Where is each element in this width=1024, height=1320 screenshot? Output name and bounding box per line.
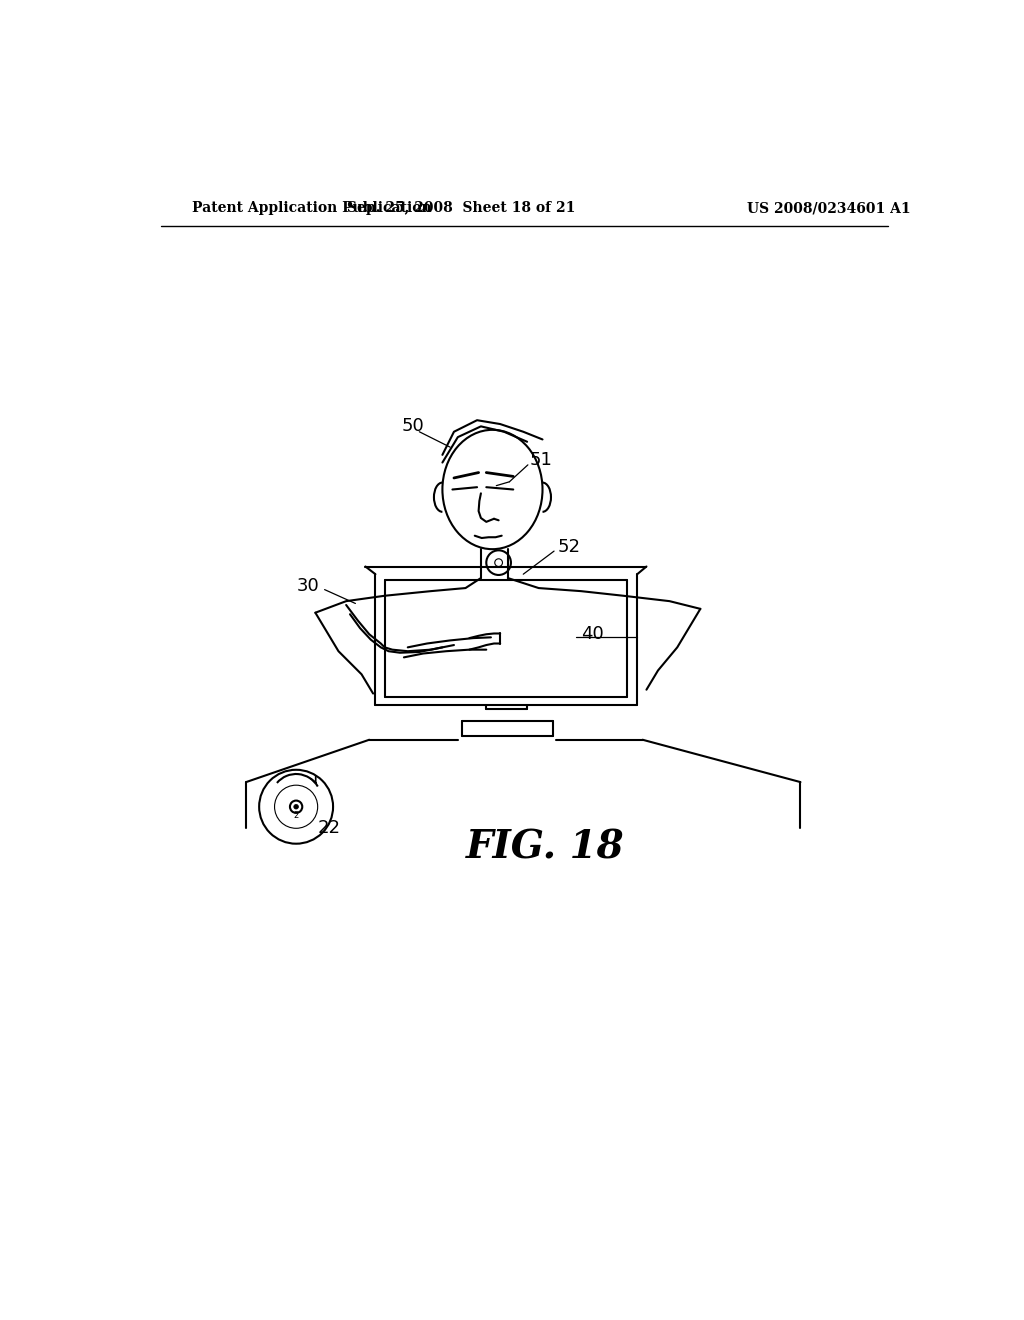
Text: 2: 2 [294,812,299,821]
Text: 30: 30 [297,577,319,595]
Text: 52: 52 [558,539,581,556]
Text: 22: 22 [317,820,341,837]
Text: 50: 50 [401,417,424,436]
Text: US 2008/0234601 A1: US 2008/0234601 A1 [746,202,910,215]
Text: FIG. 18: FIG. 18 [466,829,625,866]
Text: 51: 51 [529,451,552,469]
Text: Sep. 25, 2008  Sheet 18 of 21: Sep. 25, 2008 Sheet 18 of 21 [347,202,575,215]
Circle shape [294,804,298,809]
Text: 40: 40 [581,626,604,643]
Text: Patent Application Publication: Patent Application Publication [193,202,432,215]
